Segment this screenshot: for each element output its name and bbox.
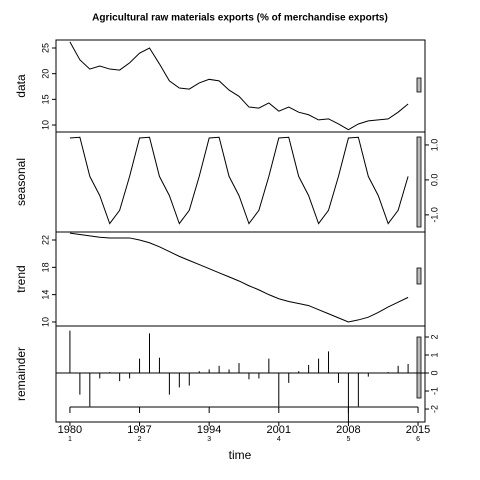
y-tick-label: 20 bbox=[40, 69, 50, 79]
range-bars bbox=[416, 77, 422, 399]
range-bar bbox=[416, 336, 422, 399]
range-bar bbox=[416, 136, 422, 228]
y-tick-label: 18 bbox=[40, 262, 50, 272]
series-line bbox=[69, 136, 409, 225]
cycle-label: 1 bbox=[68, 436, 72, 443]
y-axis-label: seasonal bbox=[14, 158, 28, 206]
y-tick-label: -1 bbox=[429, 387, 439, 395]
y-tick-label: 15 bbox=[40, 94, 50, 104]
x-tick-label: 2008 bbox=[336, 424, 360, 436]
y-tick-label: 1 bbox=[429, 352, 439, 357]
range-bar bbox=[416, 77, 422, 93]
cycle-label: 4 bbox=[277, 436, 281, 443]
panel-frame bbox=[55, 325, 426, 423]
y-tick-label: 25 bbox=[40, 43, 50, 53]
y-tick-label: -2 bbox=[429, 405, 439, 413]
x-tick-label: 1994 bbox=[197, 424, 221, 436]
y-tick-label: 2 bbox=[429, 334, 439, 339]
x-tick-label: 1987 bbox=[127, 424, 151, 436]
cycle-label: 5 bbox=[346, 436, 350, 443]
y-tick-label: 10 bbox=[40, 317, 50, 327]
y-tick-label: 14 bbox=[40, 290, 50, 300]
y-tick-label: 0 bbox=[429, 371, 439, 376]
y-axis-label: remainder bbox=[14, 347, 28, 401]
y-tick-label: 1.0 bbox=[429, 139, 439, 152]
panel-frame bbox=[55, 231, 426, 327]
y-tick-label: 10 bbox=[40, 120, 50, 130]
x-tick-label: 2015 bbox=[406, 424, 430, 436]
panel-frame bbox=[55, 39, 426, 133]
panel-frame bbox=[55, 131, 426, 233]
cycle-label: 2 bbox=[138, 436, 142, 443]
series-line bbox=[69, 41, 409, 131]
x-tick-label: 2001 bbox=[267, 424, 291, 436]
x-tick-label: 1980 bbox=[58, 424, 82, 436]
range-bar bbox=[416, 267, 422, 285]
cycle-label: 6 bbox=[416, 436, 420, 443]
y-axis-label: data bbox=[14, 74, 28, 98]
x-axis-label: time bbox=[229, 448, 252, 462]
series-line bbox=[69, 232, 409, 323]
y-tick-label: 0.0 bbox=[429, 174, 439, 187]
y-tick-label: 22 bbox=[40, 235, 50, 245]
y-tick-label: -1.0 bbox=[429, 207, 439, 223]
cycle-label: 3 bbox=[207, 436, 211, 443]
chart-title: Agricultural raw materials exports (% of… bbox=[92, 13, 388, 24]
y-axis-label: trend bbox=[14, 265, 28, 292]
